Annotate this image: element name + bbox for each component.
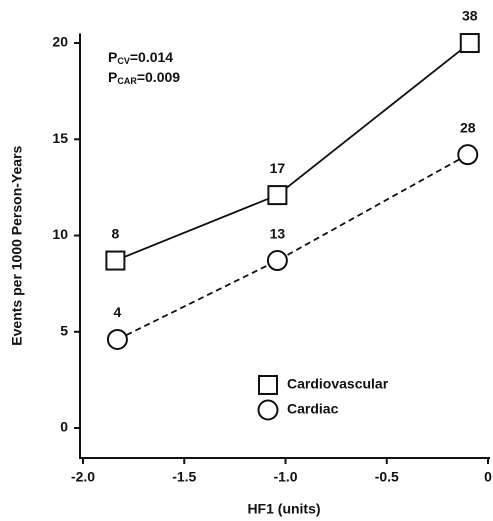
y-tick-label: 5	[60, 322, 68, 338]
x-axis-title: HF1 (units)	[247, 501, 320, 517]
legend-label: Cardiovascular	[287, 376, 389, 392]
p-symbol: P	[108, 69, 117, 85]
point-label: 28	[460, 119, 476, 135]
x-tick-label: -2.0	[71, 469, 95, 485]
y-tick-label: 10	[52, 226, 68, 242]
y-tick-label: 20	[52, 34, 68, 50]
p-value-annotation: PCV=0.014	[108, 49, 173, 67]
legend-marker	[258, 375, 278, 395]
p-value: =0.009	[137, 69, 180, 85]
marker-square	[105, 250, 126, 271]
legend-marker	[257, 399, 279, 421]
series-line	[117, 153, 469, 341]
y-tick-label: 15	[52, 130, 68, 146]
y-tick-label: 0	[60, 419, 68, 435]
point-label: 17	[270, 160, 286, 176]
legend-label: Cardiac	[287, 401, 339, 417]
marker-square	[267, 185, 288, 206]
p-value: =0.014	[130, 49, 173, 65]
point-label: 38	[462, 8, 478, 24]
marker-circle	[457, 144, 479, 166]
x-tick-label: -1.0	[273, 469, 297, 485]
marker-circle	[106, 328, 128, 350]
point-label: 4	[114, 304, 122, 320]
x-tick-label: -1.5	[172, 469, 196, 485]
p-symbol: P	[108, 49, 117, 65]
point-label: 13	[270, 225, 286, 241]
marker-circle	[266, 250, 288, 272]
p-value-annotation: PCAR=0.009	[108, 69, 180, 87]
y-axis-title: Events per 1000 Person-Years	[9, 145, 25, 345]
p-subscript: CAR	[117, 76, 137, 86]
x-tick-label: 0	[484, 469, 492, 485]
marker-square	[459, 33, 480, 54]
point-label: 8	[112, 225, 120, 241]
p-subscript: CV	[117, 56, 130, 66]
x-tick-label: -0.5	[375, 469, 399, 485]
